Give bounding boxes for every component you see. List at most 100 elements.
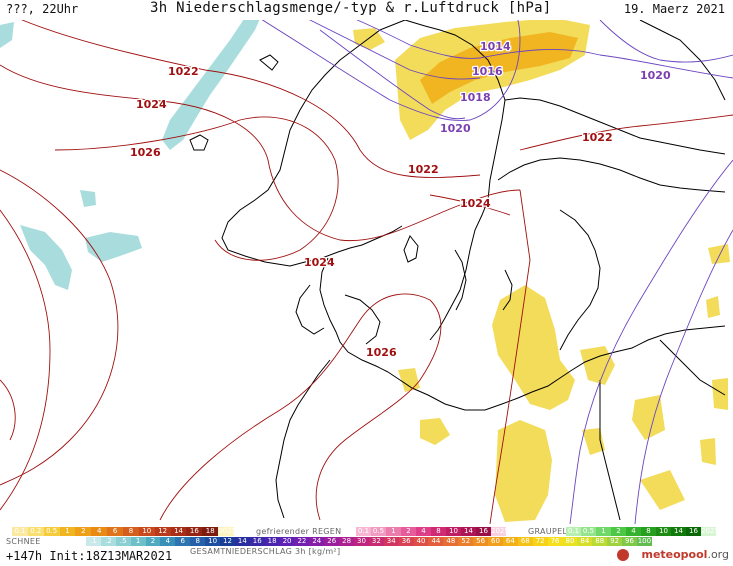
legend-swatch: 56 xyxy=(473,537,489,546)
snow-areas xyxy=(0,8,262,290)
legend-swatch: 12 xyxy=(220,537,235,546)
legend-swatch: 20 xyxy=(279,537,295,546)
legend-swatch: 92 xyxy=(607,537,623,546)
freezing-rain-scale-bar: 0.10.512481014162025+ xyxy=(356,527,506,536)
legend-swatch: 0.5 xyxy=(43,527,60,536)
legend-swatch: 68 xyxy=(517,537,533,546)
legend-swatch: 8 xyxy=(641,527,656,536)
legend-swatch: 14 xyxy=(461,527,476,536)
rain-areas xyxy=(353,18,730,522)
legend-swatch: 10 xyxy=(205,537,221,546)
legend-swatch: 40 xyxy=(413,537,429,546)
isobars-high xyxy=(0,9,733,525)
legend-swatch: 14 xyxy=(170,527,187,536)
graupel-scale-bar: 0.10.512481014162025+ xyxy=(566,527,716,536)
legend-swatch: 0.1 xyxy=(12,527,28,536)
legend-swatch: 2 xyxy=(401,527,416,536)
legend-swatch: 0.1 xyxy=(356,527,371,536)
legend-swatch: 4 xyxy=(626,527,641,536)
legend-swatch: 22 xyxy=(294,537,310,546)
isobar-label: 1020 xyxy=(640,69,671,82)
isobar-label: 1026 xyxy=(366,346,397,359)
legend-swatch: 16 xyxy=(476,527,491,536)
isobar-label: 1014 xyxy=(480,40,511,53)
coastlines xyxy=(9,4,726,521)
legend-swatch: 26 xyxy=(324,537,340,546)
legend-swatch: 4 xyxy=(160,537,176,546)
legend-swatch: .2 xyxy=(100,537,116,546)
legend-swatch: 24 xyxy=(309,537,325,546)
run-info: +147h Init:18Z13MAR2021 xyxy=(6,549,173,563)
isobar-labels: 1014 1016 1018 1020 1020 1022 1022 1022 1024 1024… xyxy=(129,39,672,361)
legend-swatch: 16 xyxy=(686,527,701,536)
legend-swatch: 8 xyxy=(431,527,446,536)
legend-swatch: 18 xyxy=(202,527,219,536)
legend-swatch: 34 xyxy=(383,537,399,546)
legend-swatch: 44 xyxy=(428,537,444,546)
legend-swatch: .1 xyxy=(86,537,101,546)
graupel-label: GRAUPEL xyxy=(528,527,568,536)
legend-swatch: 6 xyxy=(107,527,124,536)
legend-swatch: 84 xyxy=(577,537,593,546)
legend-swatch: 2025+ xyxy=(491,527,506,536)
legend-swatch: 16 xyxy=(249,537,265,546)
legend-swatch: 88 xyxy=(592,537,608,546)
isobar-label: 1020 xyxy=(440,122,471,135)
legend-swatch: 8 xyxy=(123,527,139,536)
legend-swatch: 14 xyxy=(234,537,250,546)
legend-swatch: 2025+ xyxy=(218,527,235,536)
header-bar: ???, 22Uhr 3h Niederschlagsmenge/-typ & … xyxy=(0,0,733,20)
total-precip-label: GESAMTNIEDERSCHLAG 3h [kg/m²] xyxy=(190,547,341,556)
brand-link[interactable]: meteopool.org xyxy=(641,548,729,561)
valid-date: 19. Maerz 2021 xyxy=(623,2,725,16)
isobar-label: 1024 xyxy=(304,256,335,269)
legend-swatch: 100 xyxy=(636,537,652,546)
legend-swatch: 36 xyxy=(398,537,414,546)
legend-swatch: 1 xyxy=(59,527,76,536)
legend-swatch: 28 xyxy=(339,537,355,546)
legend-swatch: 1 xyxy=(386,527,401,536)
legend-swatch: 0.5 xyxy=(371,527,386,536)
map-title: 3h Niederschlagsmenge/-typ & r.Luftdruck… xyxy=(150,0,552,16)
legend-swatch: 6 xyxy=(175,537,191,546)
isobar-label: 1016 xyxy=(472,65,503,78)
legend-swatch: 0.5 xyxy=(581,527,596,536)
legend-swatch: 10 xyxy=(138,527,155,536)
legend-swatch: 4 xyxy=(416,527,431,536)
legend-swatch: 60 xyxy=(488,537,503,546)
isobar-label: 1022 xyxy=(408,163,439,176)
legend-swatch: 2025+ xyxy=(701,527,716,536)
legend-swatch: 10 xyxy=(446,527,461,536)
legend-swatch: 2 xyxy=(611,527,626,536)
legend-swatch: 10 xyxy=(656,527,671,536)
legend-swatch: 76 xyxy=(547,537,563,546)
freezing-rain-label: gefrierender REGEN xyxy=(256,527,342,536)
legend-swatch: 0.1 xyxy=(566,527,581,536)
legend-swatch: 1 xyxy=(130,537,146,546)
isobar-label: 1024 xyxy=(136,98,167,111)
legend-swatch: 72 xyxy=(532,537,548,546)
legend-swatch: .5 xyxy=(115,537,131,546)
legend-swatch: 4 xyxy=(91,527,108,536)
legend-swatch: 30 xyxy=(354,537,369,546)
legend-swatch: 18 xyxy=(264,537,280,546)
isobar-label: 1026 xyxy=(130,146,161,159)
legend-swatch: 12 xyxy=(154,527,171,536)
isobars-low xyxy=(229,0,733,525)
valid-time: ???, 22Uhr xyxy=(6,2,79,16)
legend-swatch: 2 xyxy=(75,527,92,536)
legend-swatch: 14 xyxy=(671,527,686,536)
legend-swatch: 0.2 xyxy=(27,527,44,536)
legend-swatch: 16 xyxy=(186,527,203,536)
legend-swatch: 64 xyxy=(502,537,518,546)
snow-label: SCHNEE xyxy=(6,537,41,546)
legend-swatch: 48 xyxy=(443,537,459,546)
meteopool-logo-icon xyxy=(617,549,629,561)
legend-swatch: 1 xyxy=(596,527,611,536)
isobar-label: 1024 xyxy=(460,197,491,210)
legend-swatch: 80 xyxy=(562,537,578,546)
legend-swatch: 96 xyxy=(622,537,637,546)
legend-swatch: 8 xyxy=(190,537,206,546)
